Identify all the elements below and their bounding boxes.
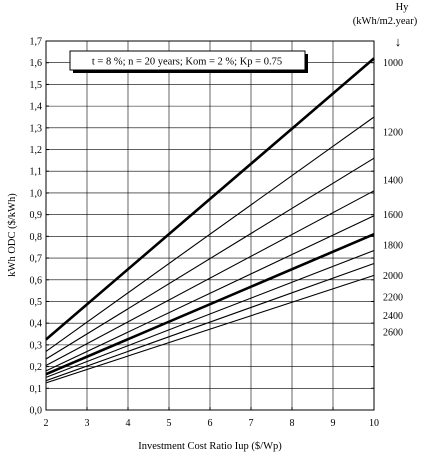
series-line-1400 [45,157,375,360]
y-tick-label: 0,4 [30,319,43,330]
series-label-2600: 2600 [383,327,403,338]
y-axis-ticks: 0,0 0,1 0,2 0,3 0,4 0,5 0,6 0,7 0,8 0,9 1,0 1,1 1,2 1… [30,37,374,417]
x-tick-label: 10 [369,418,379,429]
y-tick-label: 0,1 [30,384,43,395]
right-label-hy: Hy [396,2,410,13]
series-labels: 1000 1200 1400 1600 1800 2000 2200 2400 2600 [383,58,403,338]
y-axis-title: kWh ODC ($/kWh) [7,193,18,277]
x-tick-label: 2 [44,418,49,429]
y-tick-label: 0,2 [30,362,43,373]
y-tick-label: 0,0 [30,406,43,417]
y-tick-label: 1,4 [30,102,43,113]
series-line-2200 [45,249,375,378]
series-label-1200: 1200 [383,128,403,139]
y-tick-label: 1,5 [30,80,43,91]
annotation-box: t = 8 %; n = 20 years; Kom = 2 %; Kp = 0… [69,50,308,73]
series-label-1000: 1000 [383,58,403,69]
x-tick-label: 8 [290,418,295,429]
y-tick-label: 1,2 [30,145,43,156]
series-label-1400: 1400 [383,175,403,186]
y-tick-label: 1,7 [30,37,43,48]
x-tick-label: 3 [85,418,90,429]
series-line-2000 [45,233,375,376]
down-arrow-icon: ↓ [395,34,402,49]
series-label-2000: 2000 [383,271,403,282]
annotation-text: t = 8 %; n = 20 years; Kom = 2 %; Kp = 0… [92,57,282,68]
y-tick-label: 1,1 [30,167,43,178]
series-line-1800 [45,215,375,372]
grid [46,41,374,410]
x-tick-label: 5 [167,418,172,429]
y-tick-label: 1,0 [30,188,43,199]
y-tick-label: 1,6 [30,58,43,69]
series-label-1600: 1600 [383,210,403,221]
x-tick-label: 4 [126,418,131,429]
right-label-units: (kWh/m2.year) [353,16,418,27]
y-tick-label: 0,6 [30,275,43,286]
series-label-2400: 2400 [383,311,403,322]
series-lines [45,57,375,384]
y-tick-label: 1,3 [30,123,43,134]
series-line-1000 [45,57,375,341]
x-axis-ticks: 2 3 4 5 6 7 8 9 10 [44,407,379,429]
y-tick-label: 0,3 [30,340,43,351]
x-tick-label: 7 [249,418,254,429]
y-tick-label: 0,8 [30,232,43,243]
y-tick-label: 0,9 [30,210,43,221]
series-line-2600 [45,274,375,384]
x-tick-label: 9 [331,418,336,429]
series-line-1200 [45,116,375,352]
y-tick-label: 0,5 [30,297,43,308]
y-tick-label: 0,7 [30,254,43,265]
x-tick-label: 6 [208,418,213,429]
x-axis-title: Investment Cost Ratio Iup ($/Wp) [138,441,282,452]
series-line-1600 [45,190,375,366]
series-label-2200: 2200 [383,293,403,304]
series-label-1800: 1800 [383,241,403,252]
series-line-2400 [45,262,375,382]
